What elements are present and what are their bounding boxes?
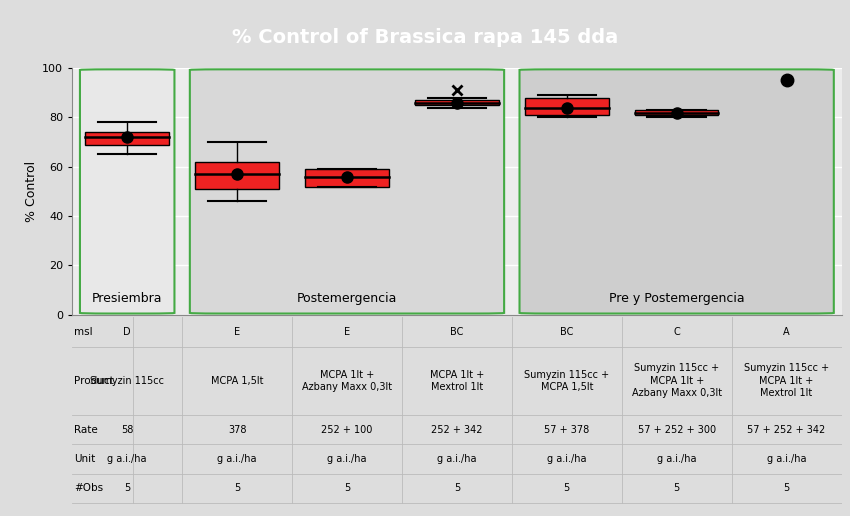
Bar xyxy=(525,98,609,115)
Bar xyxy=(305,169,388,186)
Text: BC: BC xyxy=(450,327,463,337)
Text: E: E xyxy=(344,327,350,337)
Text: msl: msl xyxy=(75,327,93,337)
Bar xyxy=(86,132,169,144)
Text: % Control of Brassica rapa 145 dda: % Control of Brassica rapa 145 dda xyxy=(232,28,618,47)
Text: BC: BC xyxy=(560,327,574,337)
Text: g a.i./ha: g a.i./ha xyxy=(767,454,807,464)
Text: Product: Product xyxy=(75,376,114,386)
Text: Sumyzin 115cc +
MCPA 1lt +
Azbany Maxx 0,3lt: Sumyzin 115cc + MCPA 1lt + Azbany Maxx 0… xyxy=(632,363,722,398)
Text: Postemergencia: Postemergencia xyxy=(297,292,397,305)
Text: 5: 5 xyxy=(454,483,460,493)
FancyBboxPatch shape xyxy=(190,69,504,314)
Text: g a.i./ha: g a.i./ha xyxy=(657,454,696,464)
Text: Sumyzin 115cc: Sumyzin 115cc xyxy=(90,376,164,386)
Text: MCPA 1,5lt: MCPA 1,5lt xyxy=(211,376,264,386)
Text: E: E xyxy=(234,327,241,337)
Text: D: D xyxy=(123,327,131,337)
Text: g a.i./ha: g a.i./ha xyxy=(437,454,477,464)
Y-axis label: % Control: % Control xyxy=(25,161,38,222)
Text: Presiembra: Presiembra xyxy=(92,292,162,305)
Text: Rate: Rate xyxy=(75,425,99,435)
Text: 252 + 342: 252 + 342 xyxy=(431,425,483,435)
Text: 57 + 378: 57 + 378 xyxy=(544,425,589,435)
Text: g a.i./ha: g a.i./ha xyxy=(107,454,147,464)
Text: 5: 5 xyxy=(564,483,570,493)
Bar xyxy=(196,162,279,189)
Bar xyxy=(415,100,499,105)
Text: 5: 5 xyxy=(784,483,790,493)
Text: MCPA 1lt +
Azbany Maxx 0,3lt: MCPA 1lt + Azbany Maxx 0,3lt xyxy=(302,369,392,392)
Text: 58: 58 xyxy=(121,425,133,435)
Text: MCPA 1lt +
Mextrol 1lt: MCPA 1lt + Mextrol 1lt xyxy=(430,369,484,392)
Text: 378: 378 xyxy=(228,425,246,435)
Text: 57 + 252 + 342: 57 + 252 + 342 xyxy=(747,425,825,435)
FancyBboxPatch shape xyxy=(80,69,174,314)
Text: A: A xyxy=(783,327,790,337)
Text: Sumyzin 115cc +
MCPA 1lt +
Mextrol 1lt: Sumyzin 115cc + MCPA 1lt + Mextrol 1lt xyxy=(744,363,829,398)
Text: g a.i./ha: g a.i./ha xyxy=(327,454,366,464)
Text: Sumyzin 115cc +
MCPA 1,5lt: Sumyzin 115cc + MCPA 1,5lt xyxy=(524,369,609,392)
Text: C: C xyxy=(673,327,680,337)
Text: 5: 5 xyxy=(124,483,130,493)
FancyBboxPatch shape xyxy=(519,69,834,314)
Text: g a.i./ha: g a.i./ha xyxy=(218,454,257,464)
Bar xyxy=(635,110,718,115)
Text: Pre y Postemergencia: Pre y Postemergencia xyxy=(609,292,745,305)
Text: 252 + 100: 252 + 100 xyxy=(321,425,372,435)
Text: g a.i./ha: g a.i./ha xyxy=(547,454,586,464)
Text: 5: 5 xyxy=(673,483,680,493)
Text: 5: 5 xyxy=(234,483,241,493)
Text: #Obs: #Obs xyxy=(75,483,104,493)
Text: Unit: Unit xyxy=(75,454,96,464)
Text: 57 + 252 + 300: 57 + 252 + 300 xyxy=(638,425,716,435)
Text: 5: 5 xyxy=(344,483,350,493)
